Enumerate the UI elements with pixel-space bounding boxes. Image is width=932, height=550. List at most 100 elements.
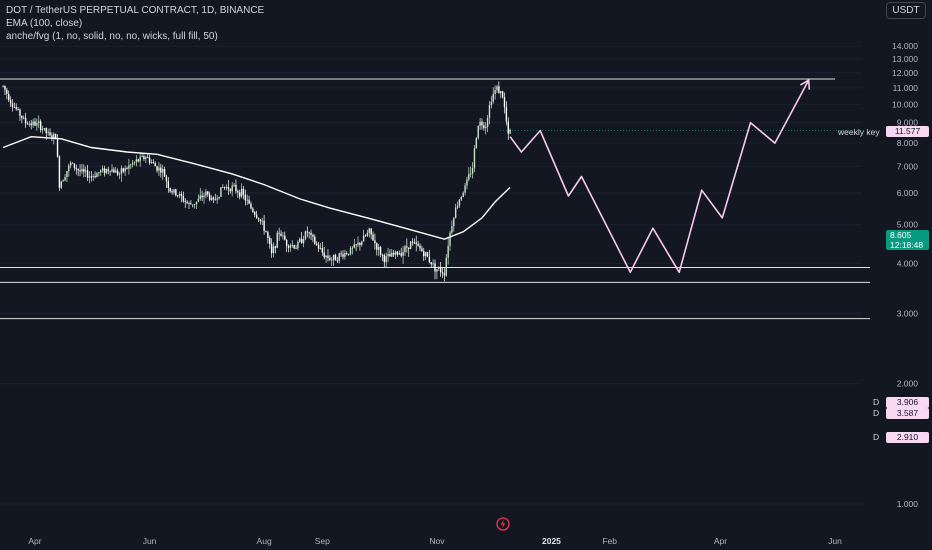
fvg-indicator-label[interactable]: anche/fvg (1, no, solid, no, no, wicks, … bbox=[6, 31, 218, 42]
candle-body bbox=[167, 181, 170, 188]
candle-body bbox=[406, 246, 408, 248]
candle-body bbox=[436, 269, 438, 272]
candle-body bbox=[86, 170, 89, 178]
candle-body bbox=[233, 184, 235, 186]
ema-indicator-label[interactable]: EMA (100, close) bbox=[6, 18, 83, 29]
candle-body bbox=[195, 201, 198, 205]
candle-body bbox=[28, 123, 31, 125]
candle-body bbox=[88, 176, 91, 178]
candle-body bbox=[276, 232, 278, 248]
candle-body bbox=[423, 251, 425, 257]
candle-body bbox=[261, 220, 263, 222]
candle-body bbox=[146, 157, 149, 159]
currency-button[interactable]: USDT bbox=[886, 2, 926, 19]
candle-body bbox=[156, 166, 158, 171]
candle-body bbox=[438, 267, 440, 270]
candle-body bbox=[246, 199, 248, 201]
candle-body bbox=[366, 232, 369, 236]
candle-body bbox=[244, 194, 247, 201]
ema-100-line bbox=[2, 135, 511, 240]
candle-body bbox=[205, 191, 207, 196]
candle-body bbox=[419, 245, 421, 249]
candle-body bbox=[344, 253, 346, 257]
candle-body bbox=[387, 254, 389, 257]
candle-body bbox=[351, 247, 354, 249]
candle-body bbox=[38, 121, 40, 123]
candle-body bbox=[404, 246, 406, 253]
candle-body bbox=[62, 180, 64, 182]
level-price-tag: 3.906 bbox=[886, 397, 929, 408]
level-letter: D bbox=[873, 397, 880, 407]
candles bbox=[2, 81, 511, 282]
candle-body bbox=[158, 167, 160, 171]
candle-body bbox=[289, 245, 292, 248]
candle-body bbox=[120, 168, 123, 174]
candle-body bbox=[98, 172, 100, 174]
candle-body bbox=[43, 127, 46, 130]
candle-body bbox=[23, 117, 25, 119]
candle-body bbox=[11, 103, 14, 107]
candle-body bbox=[381, 254, 384, 256]
candle-body bbox=[413, 242, 416, 244]
candle-body bbox=[169, 187, 171, 192]
candle-body bbox=[141, 156, 143, 157]
candle-body bbox=[24, 117, 27, 124]
candle-body bbox=[160, 167, 162, 173]
candle-body bbox=[483, 125, 485, 129]
candle-body bbox=[475, 137, 478, 149]
candle-body bbox=[75, 167, 78, 170]
candle-body bbox=[231, 185, 233, 192]
candle-body bbox=[60, 181, 62, 188]
y-tick-label: 13.000 bbox=[892, 54, 918, 64]
candle-body bbox=[460, 197, 463, 200]
candle-body bbox=[51, 135, 53, 139]
level-letter: D bbox=[873, 408, 880, 418]
candle-body bbox=[451, 226, 453, 233]
candle-body bbox=[374, 240, 376, 244]
candle-body bbox=[235, 184, 237, 192]
x-tick-label: 2025 bbox=[542, 536, 561, 546]
candle-body bbox=[302, 239, 305, 244]
candle-body bbox=[17, 109, 19, 110]
candle-body bbox=[368, 228, 370, 233]
candle-body bbox=[402, 252, 404, 256]
candle-body bbox=[223, 186, 226, 188]
candle-body bbox=[8, 93, 10, 101]
candle-body bbox=[2, 85, 4, 87]
candle-body bbox=[353, 244, 355, 248]
candle-body bbox=[19, 109, 21, 116]
candle-body bbox=[507, 121, 509, 134]
candle-body bbox=[265, 230, 267, 232]
candle-body bbox=[408, 247, 410, 250]
candle-body bbox=[481, 121, 483, 126]
candle-body bbox=[101, 168, 104, 171]
y-tick-label: 9.000 bbox=[897, 118, 919, 128]
candle-body bbox=[379, 247, 382, 255]
candle-body bbox=[201, 195, 203, 198]
candle-body bbox=[357, 242, 359, 245]
candle-body bbox=[485, 126, 487, 129]
candle-body bbox=[359, 242, 361, 245]
candle-body bbox=[449, 232, 451, 246]
candle-body bbox=[257, 217, 260, 220]
candle-body bbox=[306, 231, 309, 233]
symbol-title[interactable]: DOT / TetherUS PERPETUAL CONTRACT, 1D, B… bbox=[6, 5, 265, 16]
candle-body bbox=[210, 197, 213, 201]
candle-body bbox=[152, 162, 155, 164]
candle-body bbox=[424, 252, 427, 257]
candle-body bbox=[396, 251, 399, 255]
candle-body bbox=[496, 86, 498, 91]
horizontal-levels bbox=[0, 78, 870, 320]
projection-path bbox=[509, 78, 811, 274]
x-tick-label: Apr bbox=[28, 536, 41, 546]
candle-body bbox=[346, 253, 348, 254]
y-tick-label: 8.000 bbox=[897, 138, 919, 148]
x-tick-label: Feb bbox=[602, 536, 617, 546]
candle-body bbox=[212, 197, 215, 200]
candle-body bbox=[287, 245, 290, 248]
chart-legend: DOT / TetherUS PERPETUAL CONTRACT, 1D, B… bbox=[6, 4, 264, 43]
candle-body bbox=[190, 203, 192, 205]
tradingview-logo-icon[interactable] bbox=[496, 517, 510, 531]
candle-body bbox=[126, 168, 128, 169]
